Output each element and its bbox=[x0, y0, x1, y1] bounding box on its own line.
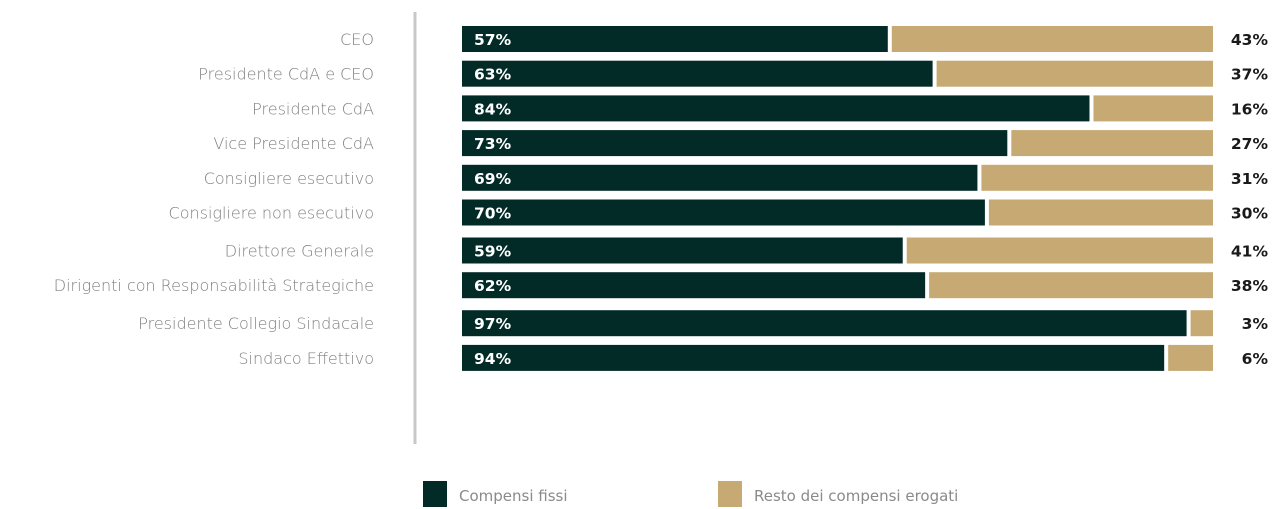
bar-compensi-fissi bbox=[462, 26, 888, 52]
bar-resto-compensi bbox=[981, 164, 1213, 191]
value-label-resto-compensi: 16% bbox=[1231, 100, 1269, 118]
value-label-resto-compensi: 38% bbox=[1231, 277, 1269, 295]
value-label-compensi-fissi: 59% bbox=[474, 243, 512, 261]
bar-resto-compensi bbox=[891, 26, 1213, 52]
value-label-compensi-fissi: 69% bbox=[474, 170, 512, 188]
legend-label-compensi-fissi: Compensi fissi bbox=[459, 487, 568, 505]
category-label: Presidente Collegio Sindacale bbox=[138, 314, 374, 333]
value-label-compensi-fissi: 97% bbox=[474, 315, 512, 333]
value-label-resto-compensi: 41% bbox=[1231, 243, 1269, 261]
bar-resto-compensi bbox=[1168, 344, 1213, 371]
category-label: Consigliere esecutivo bbox=[204, 169, 374, 188]
category-label: Dirigenti con Responsabilità Strategiche bbox=[54, 276, 374, 295]
value-label-compensi-fissi: 73% bbox=[474, 135, 512, 153]
legend-swatch-compensi-fissi bbox=[423, 481, 447, 507]
bar-resto-compensi bbox=[988, 199, 1213, 226]
value-label-resto-compensi: 30% bbox=[1231, 205, 1269, 223]
bar-compensi-fissi bbox=[462, 344, 1165, 371]
category-label: Consigliere non esecutivo bbox=[169, 204, 374, 223]
bar-compensi-fissi bbox=[462, 164, 978, 191]
value-label-compensi-fissi: 62% bbox=[474, 277, 512, 295]
value-label-resto-compensi: 3% bbox=[1242, 315, 1269, 333]
value-label-resto-compensi: 6% bbox=[1242, 350, 1269, 368]
bar-resto-compensi bbox=[1011, 130, 1213, 157]
bar-compensi-fissi bbox=[462, 95, 1090, 122]
bar-resto-compensi bbox=[906, 237, 1213, 264]
category-label: Vice Presidente CdA bbox=[213, 134, 374, 153]
value-label-resto-compensi: 31% bbox=[1231, 170, 1269, 188]
legend-label-resto-compensi: Resto dei compensi erogati bbox=[754, 487, 958, 505]
value-label-compensi-fissi: 70% bbox=[474, 205, 512, 223]
bar-compensi-fissi bbox=[462, 310, 1187, 337]
bar-compensi-fissi bbox=[462, 130, 1008, 157]
category-label: Presidente CdA bbox=[252, 99, 374, 118]
category-labels: CEO Presidente CdA e CEO Presidente CdA Vic… bbox=[54, 30, 374, 368]
value-label-compensi-fissi: 63% bbox=[474, 66, 512, 84]
category-label: CEO bbox=[340, 30, 374, 49]
bar-resto-compensi bbox=[929, 272, 1213, 299]
bar-compensi-fissi bbox=[462, 272, 926, 299]
legend-swatch-resto-compensi bbox=[718, 481, 742, 507]
category-label: Presidente CdA e CEO bbox=[198, 65, 374, 84]
value-label-compensi-fissi: 84% bbox=[474, 100, 512, 118]
bar-compensi-fissi bbox=[462, 237, 903, 264]
value-label-resto-compensi: 37% bbox=[1231, 66, 1269, 84]
bar-compensi-fissi bbox=[462, 60, 933, 87]
category-label: Sindaco Effettivo bbox=[238, 349, 374, 368]
value-label-compensi-fissi: 57% bbox=[474, 31, 512, 49]
legend: Compensi fissi Resto dei compensi erogat… bbox=[423, 481, 958, 507]
value-label-resto-compensi: 27% bbox=[1231, 135, 1269, 153]
bar-resto-compensi bbox=[936, 60, 1213, 87]
value-label-resto-compensi: 43% bbox=[1231, 31, 1269, 49]
value-label-compensi-fissi: 94% bbox=[474, 350, 512, 368]
bars: 57% 43% 63% 37% 84% 16% 73% 27% 69% 31% 70% 30% 59% 4… bbox=[462, 26, 1268, 371]
bar-resto-compensi bbox=[1190, 310, 1213, 337]
category-label: Direttore Generale bbox=[225, 242, 374, 261]
bar-compensi-fissi bbox=[462, 199, 985, 226]
bar-resto-compensi bbox=[1093, 95, 1213, 122]
